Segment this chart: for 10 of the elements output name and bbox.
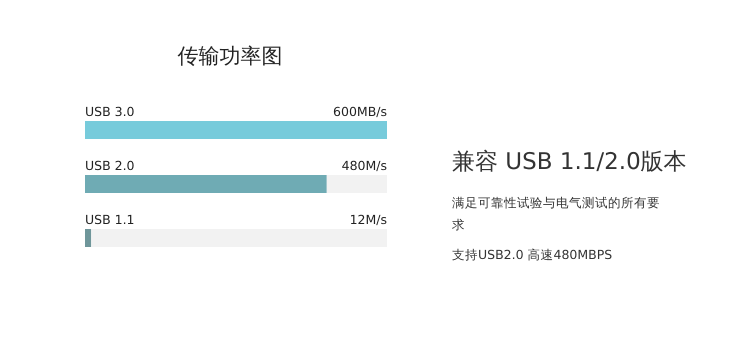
y-tick-label: USB 3.0 — [85, 104, 135, 119]
data-label: 480M/s — [342, 158, 387, 173]
text: 支持USB2.0 高速480MBPS — [452, 246, 614, 264]
data-label: 12M/s — [350, 212, 387, 227]
data-label: 600MB/s — [333, 104, 387, 119]
text: 兼容 USB 1.1/2.0版本 — [452, 148, 688, 177]
text: 满足可靠性试验与电气测试的所有要求 — [452, 194, 661, 234]
chart-title: 传输功率图 — [178, 44, 282, 68]
y-tick-label: USB 2.0 — [85, 158, 135, 173]
y-tick-label: USB 1.1 — [85, 212, 135, 227]
